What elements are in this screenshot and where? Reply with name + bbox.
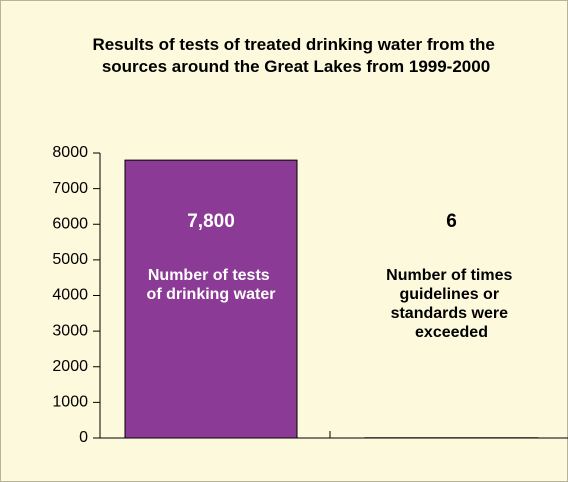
y-tick-label: 5000	[52, 251, 88, 268]
y-tick-label: 3000	[52, 322, 88, 339]
value-label: 7,800	[187, 211, 235, 232]
y-tick-label: 6000	[52, 215, 88, 232]
bar	[124, 159, 298, 439]
y-tick-label: 7000	[52, 180, 88, 197]
y-tick-label: 4000	[52, 287, 88, 304]
y-tick-label: 0	[79, 429, 88, 446]
y-tick-label: 2000	[52, 358, 88, 375]
chart-title: Results of tests of treated drinking wat…	[92, 35, 499, 76]
y-tick-label: 8000	[52, 144, 88, 161]
y-tick-label: 1000	[52, 394, 88, 411]
category-label: Number of tests of drinking water	[147, 267, 276, 303]
value-label: 6	[446, 211, 457, 232]
category-label: Number of times guidelines or standards …	[386, 267, 517, 341]
